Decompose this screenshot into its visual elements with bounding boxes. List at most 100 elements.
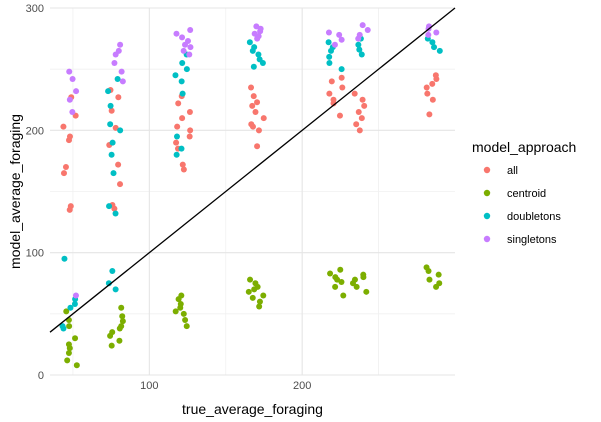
point-doubletons — [107, 121, 114, 128]
point-singletons — [73, 88, 80, 95]
point-singletons — [336, 31, 343, 38]
point-doubletons — [431, 44, 438, 51]
point-all — [338, 74, 345, 81]
point-centroid — [66, 323, 73, 330]
point-centroid — [65, 349, 72, 356]
point-all — [248, 84, 255, 91]
point-all — [328, 78, 335, 85]
point-doubletons — [326, 60, 333, 67]
point-singletons — [118, 68, 125, 75]
point-centroid — [172, 308, 179, 315]
point-doubletons — [338, 66, 345, 73]
y-tick-label: 0 — [38, 370, 44, 382]
point-all — [252, 108, 259, 115]
point-doubletons — [108, 151, 115, 158]
point-centroid — [353, 283, 360, 290]
point-singletons — [425, 31, 432, 38]
point-all — [429, 96, 436, 103]
point-centroid — [118, 323, 125, 330]
point-doubletons — [107, 102, 114, 109]
point-doubletons — [255, 51, 262, 58]
point-centroid — [256, 298, 263, 305]
point-all — [180, 166, 187, 173]
point-centroid — [72, 335, 79, 342]
point-doubletons — [250, 63, 257, 70]
x-tick-label: 100 — [140, 380, 158, 392]
point-centroid — [260, 292, 267, 299]
point-centroid — [63, 308, 70, 315]
point-doubletons — [109, 139, 116, 146]
point-centroid — [249, 294, 256, 301]
point-centroid — [340, 292, 347, 299]
point-all — [174, 123, 181, 130]
point-singletons — [251, 30, 258, 37]
legend-key-centroid — [483, 189, 491, 197]
point-all — [250, 93, 257, 100]
point-all — [249, 102, 256, 109]
legend-key-singletons — [483, 235, 491, 243]
point-doubletons — [246, 39, 253, 46]
point-all — [62, 164, 69, 171]
point-singletons — [433, 29, 440, 36]
legend-key-all — [483, 166, 491, 174]
point-centroid — [73, 362, 80, 369]
point-all — [175, 100, 182, 107]
point-singletons — [66, 96, 73, 103]
point-doubletons — [325, 39, 332, 46]
point-doubletons — [179, 60, 186, 67]
y-tick-label: 200 — [26, 125, 44, 137]
point-centroid — [245, 288, 252, 295]
point-all — [336, 112, 343, 119]
point-centroid — [64, 357, 71, 364]
point-doubletons — [105, 88, 112, 95]
y-tick-label: 100 — [26, 248, 44, 260]
point-all — [432, 72, 439, 79]
point-singletons — [359, 22, 366, 29]
legend-label-singletons: singletons — [507, 234, 557, 246]
point-singletons — [111, 60, 118, 67]
point-all — [179, 115, 186, 122]
legend-label-all: all — [507, 165, 518, 177]
point-all — [117, 181, 124, 188]
point-centroid — [337, 266, 344, 273]
point-singletons — [173, 30, 180, 37]
legend-title: model_approach — [472, 139, 576, 155]
data-points — [59, 22, 443, 369]
point-centroid — [435, 271, 442, 278]
legend-label-doubletons: doubletons — [507, 211, 561, 223]
point-all — [423, 84, 430, 91]
point-doubletons — [326, 53, 333, 60]
legend-label-centroid: centroid — [507, 188, 546, 200]
point-centroid — [119, 318, 126, 325]
point-doubletons — [114, 75, 121, 82]
point-doubletons — [61, 255, 68, 262]
point-singletons — [325, 29, 332, 36]
point-doubletons — [117, 127, 124, 134]
point-centroid — [178, 292, 185, 299]
point-all — [112, 124, 119, 131]
x-axis-title: true_average_foraging — [182, 401, 323, 417]
point-doubletons — [179, 90, 186, 97]
point-doubletons — [251, 44, 258, 51]
point-centroid — [119, 313, 126, 320]
point-doubletons — [173, 151, 180, 158]
x-axis-ticks: 100 200 — [140, 380, 311, 392]
point-singletons — [187, 44, 194, 51]
point-all — [248, 121, 255, 128]
point-doubletons — [59, 323, 66, 330]
y-axis-ticks: 0 100 200 300 — [26, 3, 44, 382]
point-all — [260, 115, 267, 122]
point-all — [254, 143, 261, 150]
point-all — [67, 203, 74, 210]
point-all — [255, 127, 262, 134]
reference-line — [49, 7, 456, 333]
point-all — [60, 170, 67, 177]
point-all — [356, 127, 363, 134]
point-doubletons — [112, 210, 119, 217]
point-singletons — [186, 51, 193, 58]
point-all — [115, 94, 122, 101]
point-all — [179, 161, 186, 168]
legend-items: all centroid doubletons singletons — [483, 165, 561, 246]
point-doubletons — [355, 41, 362, 48]
point-doubletons — [358, 51, 365, 58]
